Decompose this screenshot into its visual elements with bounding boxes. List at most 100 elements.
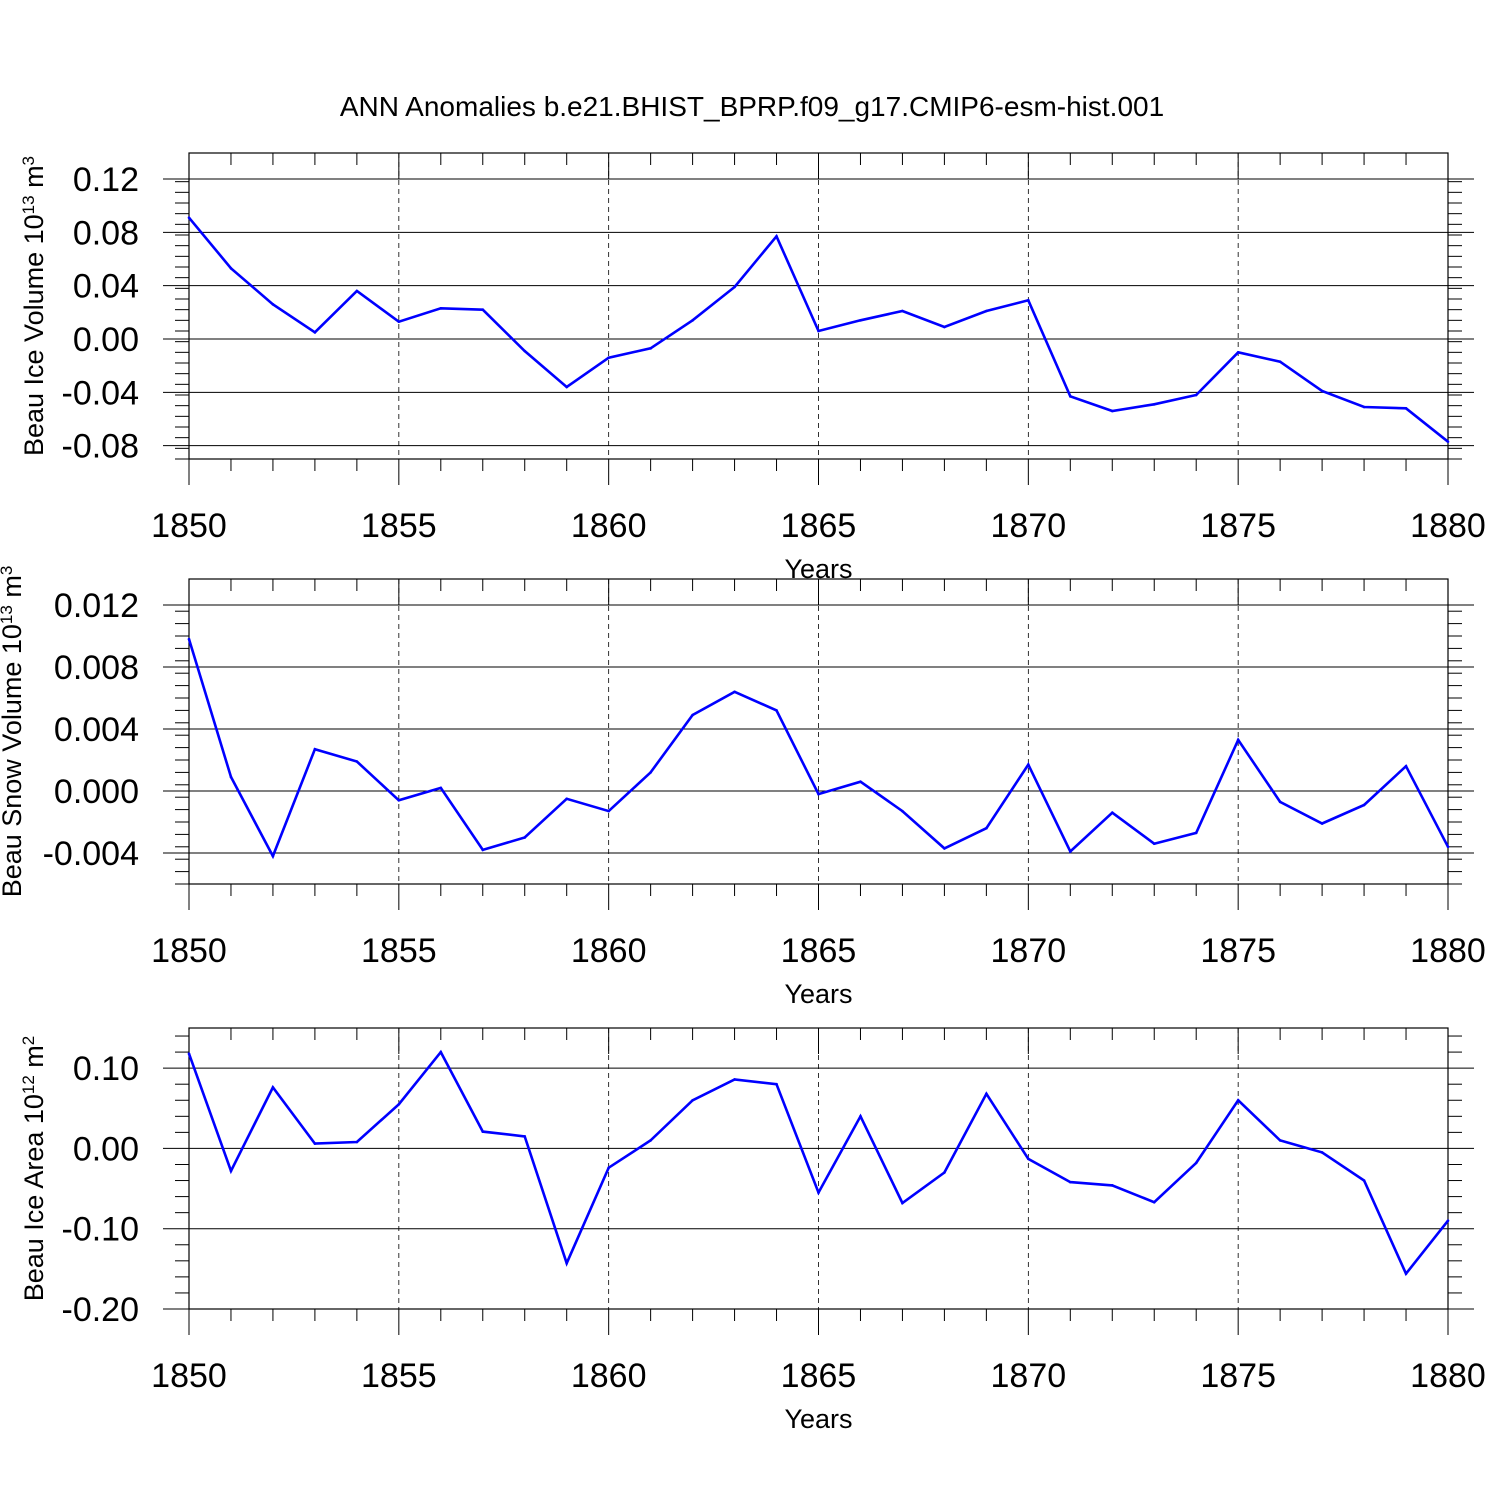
x-tick-label: 1875 [1200, 932, 1276, 970]
x-tick-label: 1870 [991, 1357, 1067, 1395]
data-point [691, 319, 694, 322]
data-point [775, 709, 778, 712]
data-point [1069, 395, 1072, 398]
data-point [1362, 405, 1366, 409]
data-point [1194, 393, 1198, 397]
data-point [1404, 764, 1408, 768]
data-point [523, 1135, 527, 1138]
y-axis-title-superscript: 2 [19, 1036, 38, 1045]
data-point [1152, 403, 1156, 406]
data-point [1320, 1151, 1324, 1154]
data-point [775, 1082, 778, 1086]
data-point [1404, 1272, 1408, 1275]
x-tick-label: 1870 [991, 932, 1067, 970]
x-axis-title: Years [784, 1404, 852, 1434]
data-point [943, 1171, 946, 1174]
x-tick-label: 1850 [151, 1357, 227, 1395]
x-tick-label: 1880 [1410, 1357, 1486, 1395]
data-point [439, 1050, 443, 1054]
y-axis-title-text: Beau Snow Volume 10 [0, 624, 27, 897]
y-axis-title-superscript: 12 [19, 1075, 38, 1094]
x-tick-label: 1855 [361, 1357, 437, 1395]
data-point [1236, 738, 1240, 742]
data-point [523, 349, 527, 353]
data-point [1069, 850, 1072, 853]
y-axis-title-text: Beau Ice Area 10 [19, 1094, 49, 1301]
data-point [1278, 1139, 1282, 1142]
x-tick-label: 1875 [1200, 1357, 1276, 1395]
data-point [1404, 407, 1408, 410]
x-tick-label: 1860 [571, 507, 647, 545]
data-point [859, 319, 862, 322]
data-point [817, 1191, 820, 1194]
y-axis-title: Beau Ice Volume 1013 m3 [19, 156, 50, 456]
x-tick-label: 1860 [571, 1357, 647, 1395]
data-point [481, 1130, 485, 1133]
data-point [859, 780, 862, 783]
data-point [397, 799, 401, 802]
data-point [1278, 800, 1282, 804]
data-point [1110, 811, 1114, 814]
data-point [943, 325, 946, 329]
data-point [1152, 1200, 1156, 1204]
data-point [355, 289, 359, 293]
x-tick-label: 1850 [151, 932, 227, 970]
data-point [649, 771, 652, 774]
data-point [1362, 803, 1366, 807]
data-point [313, 331, 317, 334]
data-point [565, 797, 568, 801]
y-tick-label: 0.08 [73, 214, 139, 252]
y-axis-title-superscript: 3 [0, 566, 16, 575]
y-axis-title-superscript: 13 [19, 195, 38, 214]
data-point [523, 836, 527, 839]
data-point [691, 713, 694, 717]
data-point [775, 235, 778, 238]
data-point [985, 826, 988, 830]
data-point [1278, 360, 1282, 363]
y-tick-label: -0.08 [62, 428, 140, 466]
data-point [1027, 299, 1030, 302]
data-point [397, 320, 401, 323]
y-tick-label: -0.04 [62, 374, 140, 412]
y-tick-label: 0.004 [54, 711, 139, 749]
x-tick-label: 1880 [1410, 932, 1486, 970]
data-point [1152, 842, 1156, 845]
data-point [943, 847, 946, 850]
data-point [565, 1261, 568, 1265]
data-point [439, 786, 443, 790]
data-point [1446, 440, 1450, 443]
y-tick-label: 0.008 [54, 649, 139, 687]
data-point [271, 854, 275, 858]
data-point [1236, 351, 1240, 354]
data-point [1320, 389, 1324, 393]
data-point [187, 216, 191, 219]
x-tick-label: 1870 [991, 507, 1067, 545]
x-tick-label: 1865 [781, 1357, 857, 1395]
y-axis-title: Beau Snow Volume 1013 m3 [0, 566, 27, 898]
data-point [817, 792, 820, 796]
data-point [355, 760, 359, 763]
data-point [733, 690, 736, 694]
y-axis-title-superscript: 3 [19, 156, 38, 165]
data-point [1320, 822, 1324, 825]
y-tick-label: 0.10 [73, 1050, 139, 1088]
y-tick-label: 0.000 [54, 773, 139, 811]
data-point [607, 1166, 610, 1169]
y-tick-label: 0.00 [73, 321, 139, 359]
data-point [733, 285, 736, 289]
data-point [271, 1086, 275, 1089]
y-tick-label: 0.04 [73, 268, 139, 306]
data-point [1110, 1184, 1114, 1187]
chart-panel-2: 1850 1855 1860 1865 1870 1875 1880 Years 0.012 0.… [0, 566, 1486, 1009]
data-point [649, 347, 652, 350]
data-point [271, 303, 275, 306]
data-point [229, 1169, 233, 1173]
data-point [1110, 409, 1114, 413]
data-point [1027, 763, 1030, 766]
y-tick-label: -0.004 [43, 835, 139, 873]
y-axis-title-text: Beau Ice Volume 10 [19, 214, 49, 456]
y-tick-label: 0.00 [73, 1130, 139, 1168]
data-point [1194, 831, 1198, 835]
data-point [1027, 1157, 1030, 1161]
